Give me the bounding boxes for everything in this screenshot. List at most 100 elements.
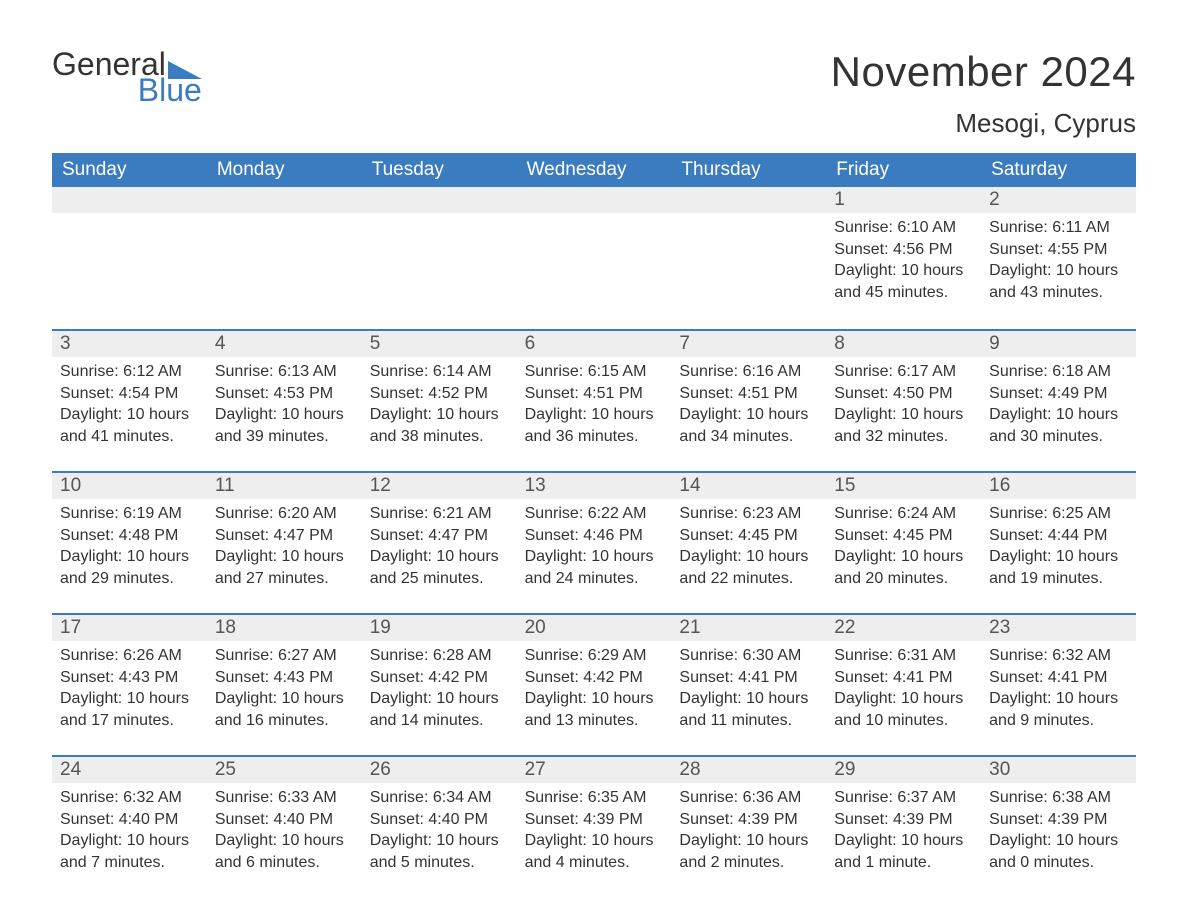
day-number: 3 xyxy=(52,331,207,357)
sunset-line: Sunset: 4:40 PM xyxy=(215,809,354,831)
weekday-header: Monday xyxy=(207,153,362,187)
sunset-line: Sunset: 4:53 PM xyxy=(215,383,354,405)
day-details: Sunrise: 6:29 AMSunset: 4:42 PMDaylight:… xyxy=(517,641,672,737)
daylight-line: Daylight: 10 hours and 32 minutes. xyxy=(834,404,973,447)
calendar-blank-cell xyxy=(362,187,517,321)
calendar-day-cell: 4Sunrise: 6:13 AMSunset: 4:53 PMDaylight… xyxy=(207,329,362,463)
day-number: 17 xyxy=(52,615,207,641)
day-details: Sunrise: 6:23 AMSunset: 4:45 PMDaylight:… xyxy=(671,499,826,595)
sunset-line: Sunset: 4:56 PM xyxy=(834,239,973,261)
calendar-day-cell: 16Sunrise: 6:25 AMSunset: 4:44 PMDayligh… xyxy=(981,471,1136,605)
day-number: 4 xyxy=(207,331,362,357)
day-number: 25 xyxy=(207,757,362,783)
sunset-line: Sunset: 4:45 PM xyxy=(834,525,973,547)
daylight-line: Daylight: 10 hours and 20 minutes. xyxy=(834,546,973,589)
day-details: Sunrise: 6:16 AMSunset: 4:51 PMDaylight:… xyxy=(671,357,826,453)
calendar-day-cell: 26Sunrise: 6:34 AMSunset: 4:40 PMDayligh… xyxy=(362,755,517,889)
sunset-line: Sunset: 4:43 PM xyxy=(60,667,199,689)
sunrise-line: Sunrise: 6:21 AM xyxy=(370,503,509,525)
weekday-header: Friday xyxy=(826,153,981,187)
calendar-day-cell: 3Sunrise: 6:12 AMSunset: 4:54 PMDaylight… xyxy=(52,329,207,463)
sunset-line: Sunset: 4:41 PM xyxy=(989,667,1128,689)
day-number: 20 xyxy=(517,615,672,641)
day-details: Sunrise: 6:19 AMSunset: 4:48 PMDaylight:… xyxy=(52,499,207,595)
calendar-day-cell: 27Sunrise: 6:35 AMSunset: 4:39 PMDayligh… xyxy=(517,755,672,889)
day-details: Sunrise: 6:34 AMSunset: 4:40 PMDaylight:… xyxy=(362,783,517,879)
day-number: 30 xyxy=(981,757,1136,783)
day-number: 1 xyxy=(826,187,981,213)
sunrise-line: Sunrise: 6:17 AM xyxy=(834,361,973,383)
sunrise-line: Sunrise: 6:27 AM xyxy=(215,645,354,667)
daylight-line: Daylight: 10 hours and 7 minutes. xyxy=(60,830,199,873)
day-number-blank xyxy=(207,187,362,213)
sunrise-line: Sunrise: 6:37 AM xyxy=(834,787,973,809)
day-number: 18 xyxy=(207,615,362,641)
sunset-line: Sunset: 4:39 PM xyxy=(989,809,1128,831)
sunrise-line: Sunrise: 6:34 AM xyxy=(370,787,509,809)
sunset-line: Sunset: 4:47 PM xyxy=(370,525,509,547)
sunrise-line: Sunrise: 6:18 AM xyxy=(989,361,1128,383)
calendar-day-cell: 15Sunrise: 6:24 AMSunset: 4:45 PMDayligh… xyxy=(826,471,981,605)
calendar-day-cell: 5Sunrise: 6:14 AMSunset: 4:52 PMDaylight… xyxy=(362,329,517,463)
daylight-line: Daylight: 10 hours and 11 minutes. xyxy=(679,688,818,731)
sunset-line: Sunset: 4:50 PM xyxy=(834,383,973,405)
daylight-line: Daylight: 10 hours and 45 minutes. xyxy=(834,260,973,303)
day-number: 22 xyxy=(826,615,981,641)
daylight-line: Daylight: 10 hours and 6 minutes. xyxy=(215,830,354,873)
daylight-line: Daylight: 10 hours and 25 minutes. xyxy=(370,546,509,589)
sunrise-line: Sunrise: 6:24 AM xyxy=(834,503,973,525)
calendar-day-cell: 28Sunrise: 6:36 AMSunset: 4:39 PMDayligh… xyxy=(671,755,826,889)
day-number: 28 xyxy=(671,757,826,783)
calendar-day-cell: 6Sunrise: 6:15 AMSunset: 4:51 PMDaylight… xyxy=(517,329,672,463)
daylight-line: Daylight: 10 hours and 22 minutes. xyxy=(679,546,818,589)
weekday-header: Sunday xyxy=(52,153,207,187)
sunset-line: Sunset: 4:51 PM xyxy=(525,383,664,405)
header: General Blue November 2024 Mesogi, Cypru… xyxy=(52,48,1136,149)
day-details: Sunrise: 6:14 AMSunset: 4:52 PMDaylight:… xyxy=(362,357,517,453)
day-details: Sunrise: 6:27 AMSunset: 4:43 PMDaylight:… xyxy=(207,641,362,737)
daylight-line: Daylight: 10 hours and 17 minutes. xyxy=(60,688,199,731)
calendar-day-cell: 18Sunrise: 6:27 AMSunset: 4:43 PMDayligh… xyxy=(207,613,362,747)
calendar-day-cell: 21Sunrise: 6:30 AMSunset: 4:41 PMDayligh… xyxy=(671,613,826,747)
sunrise-line: Sunrise: 6:35 AM xyxy=(525,787,664,809)
logo: General Blue xyxy=(52,48,202,106)
day-details: Sunrise: 6:18 AMSunset: 4:49 PMDaylight:… xyxy=(981,357,1136,453)
sunrise-line: Sunrise: 6:30 AM xyxy=(679,645,818,667)
day-number: 9 xyxy=(981,331,1136,357)
daylight-line: Daylight: 10 hours and 14 minutes. xyxy=(370,688,509,731)
daylight-line: Daylight: 10 hours and 13 minutes. xyxy=(525,688,664,731)
day-details: Sunrise: 6:36 AMSunset: 4:39 PMDaylight:… xyxy=(671,783,826,879)
daylight-line: Daylight: 10 hours and 19 minutes. xyxy=(989,546,1128,589)
day-details: Sunrise: 6:33 AMSunset: 4:40 PMDaylight:… xyxy=(207,783,362,879)
day-number-blank xyxy=(362,187,517,213)
day-details: Sunrise: 6:11 AMSunset: 4:55 PMDaylight:… xyxy=(981,213,1136,309)
day-details: Sunrise: 6:25 AMSunset: 4:44 PMDaylight:… xyxy=(981,499,1136,595)
day-details: Sunrise: 6:31 AMSunset: 4:41 PMDaylight:… xyxy=(826,641,981,737)
calendar-day-cell: 1 Sunrise: 6:10 AMSunset: 4:56 PMDaylight… xyxy=(826,187,981,321)
sunset-line: Sunset: 4:51 PM xyxy=(679,383,818,405)
sunrise-line: Sunrise: 6:12 AM xyxy=(60,361,199,383)
sunrise-line: Sunrise: 6:23 AM xyxy=(679,503,818,525)
logo-text-part2: Blue xyxy=(138,72,202,108)
day-details: Sunrise: 6:17 AMSunset: 4:50 PMDaylight:… xyxy=(826,357,981,453)
day-number: 21 xyxy=(671,615,826,641)
weekday-header: Saturday xyxy=(981,153,1136,187)
day-number: 15 xyxy=(826,473,981,499)
sunrise-line: Sunrise: 6:26 AM xyxy=(60,645,199,667)
day-details: Sunrise: 6:24 AMSunset: 4:45 PMDaylight:… xyxy=(826,499,981,595)
day-details: Sunrise: 6:15 AMSunset: 4:51 PMDaylight:… xyxy=(517,357,672,453)
day-number-blank xyxy=(52,187,207,213)
day-number: 29 xyxy=(826,757,981,783)
calendar-day-cell: 13Sunrise: 6:22 AMSunset: 4:46 PMDayligh… xyxy=(517,471,672,605)
calendar-blank-cell xyxy=(207,187,362,321)
sunrise-line: Sunrise: 6:28 AM xyxy=(370,645,509,667)
sunrise-line: Sunrise: 6:10 AM xyxy=(834,217,973,239)
calendar-day-cell: 19Sunrise: 6:28 AMSunset: 4:42 PMDayligh… xyxy=(362,613,517,747)
day-number-blank xyxy=(671,187,826,213)
calendar-day-cell: 25Sunrise: 6:33 AMSunset: 4:40 PMDayligh… xyxy=(207,755,362,889)
day-number: 16 xyxy=(981,473,1136,499)
day-details: Sunrise: 6:13 AMSunset: 4:53 PMDaylight:… xyxy=(207,357,362,453)
day-details: Sunrise: 6:12 AMSunset: 4:54 PMDaylight:… xyxy=(52,357,207,453)
daylight-line: Daylight: 10 hours and 10 minutes. xyxy=(834,688,973,731)
day-number: 11 xyxy=(207,473,362,499)
